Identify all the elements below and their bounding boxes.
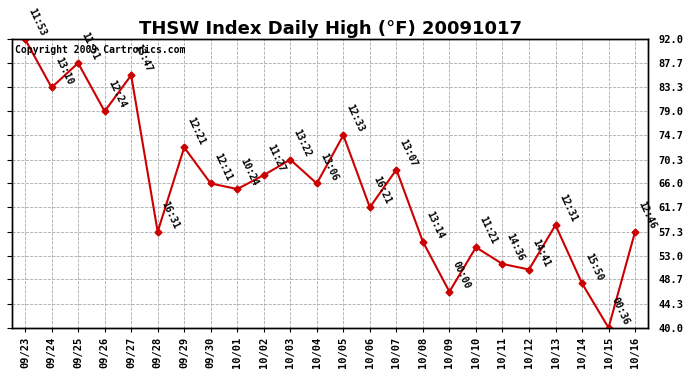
Text: 10:24: 10:24 bbox=[239, 157, 260, 188]
Text: Copyright 2009 Cartronics.com: Copyright 2009 Cartronics.com bbox=[15, 45, 186, 55]
Text: 12:24: 12:24 bbox=[106, 79, 128, 110]
Text: 13:22: 13:22 bbox=[292, 128, 313, 158]
Text: 12:11: 12:11 bbox=[212, 151, 234, 182]
Text: 13:47: 13:47 bbox=[132, 43, 154, 74]
Text: 15:50: 15:50 bbox=[584, 251, 605, 282]
Text: 00:36: 00:36 bbox=[610, 296, 631, 326]
Text: 11:53: 11:53 bbox=[26, 7, 48, 38]
Text: 13:07: 13:07 bbox=[397, 137, 420, 168]
Title: THSW Index Daily High (°F) 20091017: THSW Index Daily High (°F) 20091017 bbox=[139, 20, 522, 38]
Text: 12:31: 12:31 bbox=[557, 193, 578, 224]
Text: 16:21: 16:21 bbox=[371, 175, 393, 206]
Text: 00:00: 00:00 bbox=[451, 260, 472, 290]
Text: 13:14: 13:14 bbox=[424, 210, 446, 240]
Text: 14:36: 14:36 bbox=[504, 232, 525, 262]
Text: 11:21: 11:21 bbox=[477, 215, 499, 246]
Text: 13:10: 13:10 bbox=[53, 55, 75, 86]
Text: 14:41: 14:41 bbox=[531, 237, 552, 268]
Text: 13:06: 13:06 bbox=[318, 151, 339, 182]
Text: 12:33: 12:33 bbox=[345, 103, 366, 134]
Text: 11:51: 11:51 bbox=[79, 31, 101, 62]
Text: 11:27: 11:27 bbox=[265, 143, 286, 174]
Text: 12:46: 12:46 bbox=[636, 200, 658, 230]
Text: 12:21: 12:21 bbox=[186, 115, 207, 146]
Text: 16:31: 16:31 bbox=[159, 200, 181, 230]
